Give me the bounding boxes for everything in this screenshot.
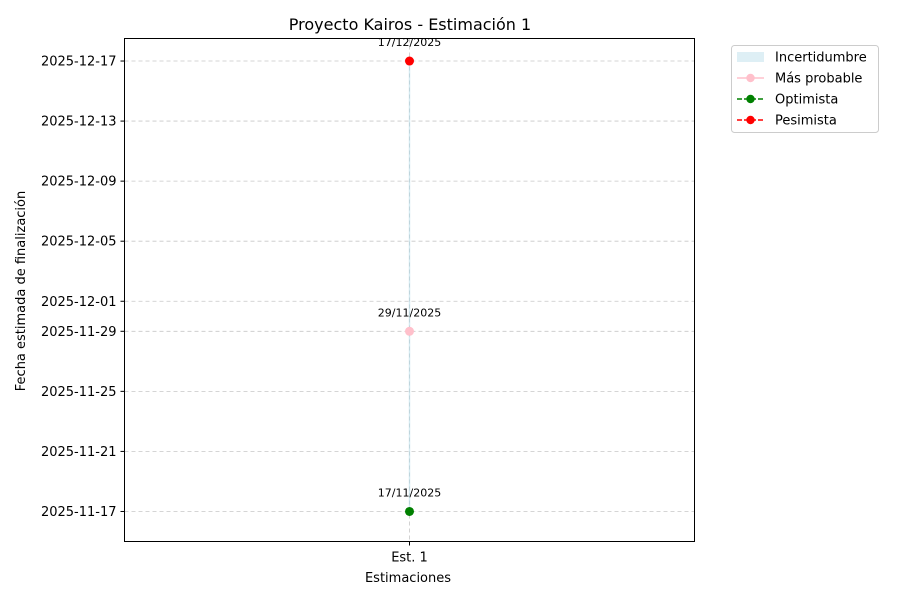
x-axis-label: Estimaciones [365,571,451,586]
legend-label-uncertainty: Incertidumbre [775,51,867,66]
data-point [405,326,414,336]
y-tick-label: 2025-12-05 [41,235,117,250]
legend-swatch-marker [746,115,755,125]
y-axis-label: Fecha estimada de finalización [14,191,29,391]
data-label: 17/12/2025 [378,36,441,49]
y-tick-label: 2025-11-17 [41,505,117,520]
y-tick-label: 2025-12-01 [41,295,117,310]
legend-swatch-marker [746,94,755,104]
grid [124,38,695,542]
data-label: 17/11/2025 [378,486,441,499]
y-tick-label: 2025-11-25 [41,385,117,400]
legend-swatch-marker [746,73,755,83]
y-tick-label: 2025-11-21 [41,445,117,460]
data-labels: 29/11/2025 17/11/2025 17/12/2025 [378,36,441,499]
y-tick-label: 2025-12-13 [41,115,117,130]
x-tick-label: Est. 1 [391,551,428,566]
x-axis: Est. 1 [391,541,428,566]
data-point [405,56,414,66]
data-point [405,506,414,516]
chart-title: Proyecto Kairos - Estimación 1 [289,15,531,34]
series-layer [405,56,414,516]
y-axis: 2025-11-17 2025-11-21 2025-11-25 2025-11-29… [41,55,125,520]
y-tick-label: 2025-11-29 [41,325,117,340]
legend-frame [731,45,879,133]
legend-label: Más probable [775,72,862,87]
y-tick-label: 2025-12-09 [41,175,117,190]
legend-swatch-uncertainty [737,52,764,62]
legend-label: Pesimista [775,114,837,129]
y-tick-label: 2025-12-17 [41,55,117,70]
data-label: 29/11/2025 [378,306,441,319]
legend: Incertidumbre Más probable Optimista Pesimi… [731,45,879,133]
legend-label: Optimista [775,93,838,108]
